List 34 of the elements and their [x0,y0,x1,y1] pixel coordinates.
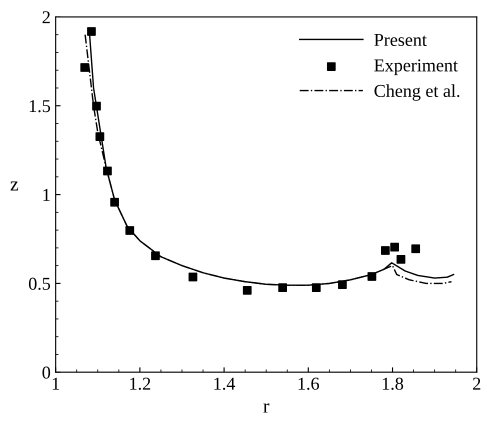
y-tick-label: 2 [42,11,50,24]
x-tick-label: 1.4 [214,378,236,390]
point [390,242,399,252]
point [188,272,198,282]
x-tick-label: 1.2 [130,378,150,390]
point [368,272,376,281]
point [312,283,321,292]
x-tick-label: 1.6 [298,378,320,390]
point [80,63,90,72]
point [396,255,406,264]
point [242,286,252,295]
y-axis-title: z [10,182,18,190]
y-tick-label: 0 [42,366,50,379]
x-axis-title: r [263,403,270,413]
point [125,226,134,235]
x-tick-label: 1 [52,378,60,390]
point [92,102,101,110]
point [87,27,96,36]
legend-label: Cheng et al. [374,84,460,101]
point [110,198,119,207]
y-tick-label: 0.5 [28,278,50,290]
y-tick-label: 1.5 [30,100,50,112]
x-tick-label: 2 [473,378,480,390]
point [151,251,160,260]
x-tick-label: 1.8 [382,378,404,390]
point [96,132,104,142]
legend-label: Present [374,34,427,46]
y-tick-label: 1 [43,188,50,201]
point [338,280,347,290]
point [278,283,287,292]
legend-label: Experiment [374,59,458,76]
point [380,246,390,255]
point [411,244,420,254]
point [103,166,112,176]
